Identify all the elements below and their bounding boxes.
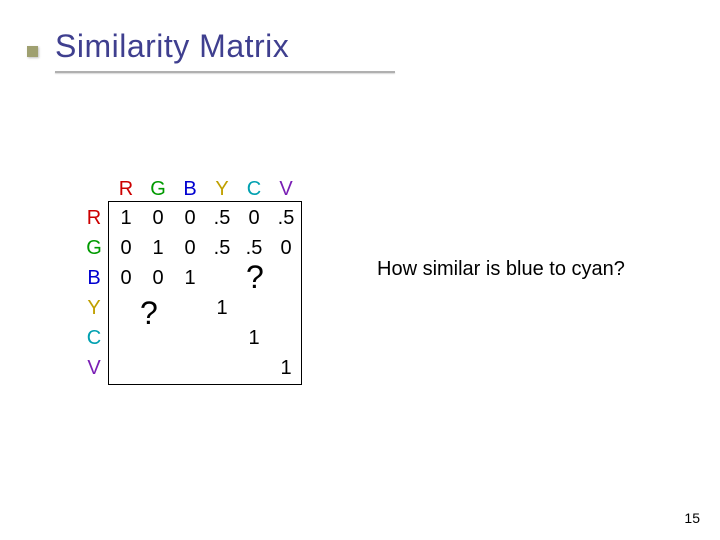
q-lower-left: ? <box>140 295 158 332</box>
col-label-Y: Y <box>206 175 238 203</box>
col-label-C: C <box>238 175 270 203</box>
page-title: Similarity Matrix <box>55 28 395 65</box>
col-label-R: R <box>110 175 142 203</box>
col-label-G: G <box>142 175 174 203</box>
row-label-G: G <box>78 233 110 263</box>
similarity-matrix: R G B Y C V R 1 0 0 .5 0 .5 G 0 1 0 .5 .… <box>78 175 302 383</box>
q-upper-right: ? <box>246 259 264 296</box>
row-label-R: R <box>78 203 110 233</box>
row-label-C: C <box>78 323 110 353</box>
row-label-V: V <box>78 353 110 383</box>
matrix-box <box>108 201 302 385</box>
title-bullet <box>27 46 38 57</box>
page-number: 15 <box>684 510 700 526</box>
row-label-Y: Y <box>78 293 110 323</box>
col-label-V: V <box>270 175 302 203</box>
row-label-B: B <box>78 263 110 293</box>
col-label-B: B <box>174 175 206 203</box>
title-underline <box>55 71 395 73</box>
question-text: How similar is blue to cyan? <box>377 258 625 281</box>
